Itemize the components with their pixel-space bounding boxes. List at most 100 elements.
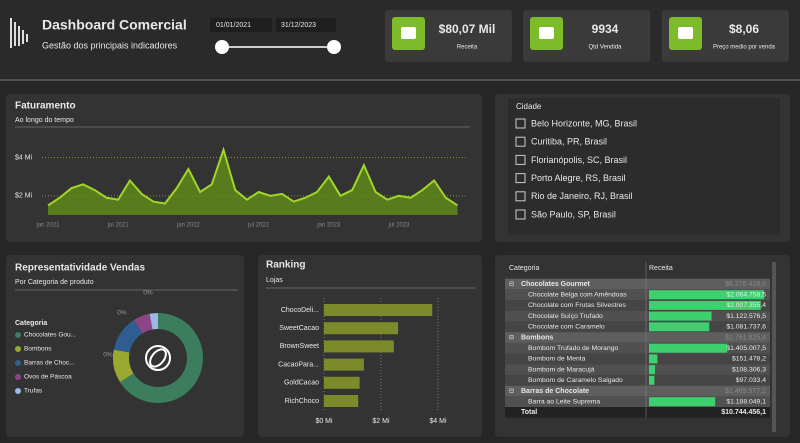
legend-label: Barras de Choc... — [24, 360, 75, 367]
chart-subtitle: Por Categoria de produto — [15, 279, 94, 286]
slider-handle[interactable] — [215, 40, 229, 54]
checkbox[interactable] — [515, 173, 526, 184]
kpi-label: Preço medio por venda — [713, 45, 776, 51]
x-tick-label: $4 Mi — [429, 418, 447, 425]
row — [505, 396, 770, 408]
chart-title: Faturamento — [15, 101, 76, 112]
bar — [324, 340, 394, 353]
panel — [6, 94, 482, 242]
group-total: $6.276.428,0 — [725, 281, 766, 288]
total-value: $10.744.456,1 — [721, 409, 766, 416]
date-box[interactable] — [276, 18, 336, 32]
row-value: $1.081.737,6 — [726, 324, 766, 331]
slicer-title: Cidade — [516, 102, 542, 111]
data-bar — [649, 290, 764, 300]
row — [505, 364, 770, 375]
legend-swatch — [15, 346, 21, 352]
y-tick-label: RichChoco — [285, 398, 319, 405]
bar — [324, 376, 360, 389]
chart-title: Ranking — [266, 260, 305, 271]
chart-subtitle: Ao longo do tempo — [15, 117, 74, 124]
x-tick-label: $0 Mi — [315, 418, 333, 425]
bar — [324, 322, 399, 335]
x-tick-label: jul 2023 — [387, 223, 410, 229]
legend-swatch — [15, 374, 21, 380]
y-tick-label: $4 Mi — [15, 154, 33, 161]
checkbox[interactable] — [515, 136, 526, 147]
bar — [324, 304, 433, 316]
total-row — [505, 407, 770, 418]
row — [505, 300, 770, 311]
slicer-item[interactable]: Belo Horizonte, MG, Brasil — [531, 118, 637, 128]
bar — [324, 395, 359, 407]
legend-swatch — [15, 388, 21, 394]
group-row — [505, 278, 770, 290]
slicer-item[interactable]: Curitiba, PR, Brasil — [531, 137, 607, 147]
row-name: Bombom de Maracujá — [528, 366, 595, 373]
row-name: Barra ao Leite Suprema — [528, 398, 600, 405]
checkbox[interactable] — [515, 209, 526, 220]
legend-swatch — [15, 332, 21, 338]
legend-swatch — [15, 360, 21, 366]
kpi-value: 9934 — [592, 22, 619, 36]
kpi-label: Qtd Vendida — [588, 45, 622, 51]
column-header: Receita — [649, 265, 673, 272]
kpi-icon-glyph — [678, 27, 693, 39]
kpi-icon-glyph — [401, 27, 416, 39]
donut-slice — [120, 313, 203, 404]
row-value: $97.033,4 — [736, 377, 766, 384]
legend-label: Bombons — [24, 346, 52, 353]
row — [505, 342, 770, 354]
row-value: $2.064.758,5 — [726, 291, 766, 298]
area — [48, 149, 458, 215]
kpi-value: $80,07 Mil — [439, 22, 496, 36]
row-name: Bombom Trufado de Morango — [528, 345, 619, 352]
slicer-box — [508, 98, 780, 235]
row-name: Bombom de Menta — [528, 356, 586, 363]
row-name: Bombom de Caramelo Salgado — [528, 377, 623, 384]
expand-icon: ⊟ — [509, 389, 514, 395]
logo — [10, 18, 28, 48]
row-value: $108.306,3 — [732, 366, 766, 373]
date-start: 01/01/2021 — [216, 22, 251, 29]
scrollbar[interactable] — [772, 262, 776, 432]
data-label: 0% — [103, 352, 113, 359]
y-tick-label: CacaoPara... — [278, 361, 319, 368]
legend-label: Ovos de Páscoa — [24, 374, 72, 381]
chart-title: Representatividade Vendas — [15, 263, 145, 274]
subtitle: Gestão dos principais indicadores — [42, 40, 178, 50]
data-label: 0% — [117, 310, 127, 317]
slicer-item[interactable]: Florianópolis, SC, Brasil — [531, 155, 627, 165]
data-bar — [649, 322, 710, 332]
data-bar — [649, 354, 658, 364]
x-tick-label: jan 2021 — [35, 223, 60, 229]
checkbox[interactable] — [515, 154, 526, 165]
slicer-item[interactable]: Porto Alegre, RS, Brasil — [531, 173, 626, 183]
slider-handle[interactable] — [327, 40, 341, 54]
legend-label: Chocolates Gou... — [24, 332, 76, 339]
row — [505, 374, 770, 386]
checkbox[interactable] — [515, 191, 526, 202]
donut-icon — [145, 345, 171, 371]
slicer-item[interactable]: São Paulo, SP, Brasil — [531, 209, 616, 219]
data-bar — [649, 375, 655, 385]
expand-icon: ⊟ — [509, 282, 514, 288]
group-name: Bombons — [521, 334, 553, 341]
column-header: Categoria — [509, 265, 539, 272]
date-box[interactable] — [210, 18, 272, 32]
x-tick-label: $2 Mi — [372, 418, 390, 425]
legend-label: Trufas — [24, 388, 43, 395]
data-bar — [649, 311, 712, 321]
line — [47, 146, 459, 207]
checkbox[interactable] — [515, 118, 526, 129]
group-row — [505, 385, 770, 397]
row-name: Chocolate Suíço Trufado — [528, 313, 603, 320]
group-total: $1.469.577,2 — [725, 388, 766, 395]
data-bar — [649, 365, 656, 375]
slicer-item[interactable]: Rio de Janeiro, RJ, Brasil — [531, 191, 633, 201]
kpi-value: $8,06 — [729, 22, 759, 36]
legend-title: Categoria — [15, 320, 47, 327]
y-tick-label: $2 Mi — [15, 193, 33, 200]
donut-slice — [113, 349, 134, 383]
